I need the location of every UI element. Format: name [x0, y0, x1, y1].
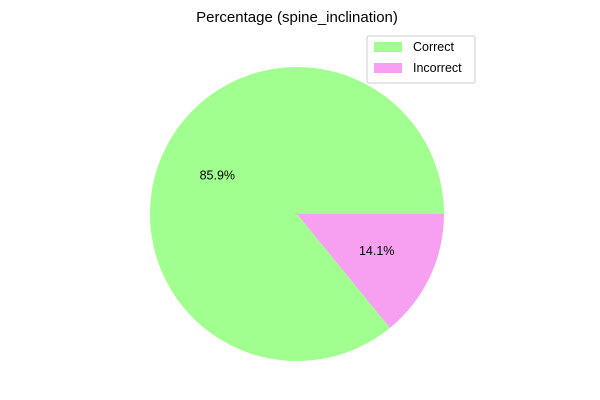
chart-title: Percentage (spine_inclination): [196, 9, 398, 26]
legend-swatch-correct: [374, 42, 402, 52]
legend-label-incorrect: Incorrect: [413, 61, 462, 75]
pie-label-correct: 85.9%: [200, 168, 235, 182]
pie-slice-incorrect: [297, 214, 444, 328]
legend-swatch-incorrect: [374, 63, 402, 73]
pie-slice-correct: [150, 67, 444, 362]
pie-slices: [150, 67, 444, 362]
pie-label-incorrect: 14.1%: [359, 244, 394, 258]
legend: Correct Incorrect: [366, 35, 476, 84]
pie-labels: 85.9% 14.1%: [200, 168, 395, 258]
legend-label-correct: Correct: [413, 40, 455, 54]
